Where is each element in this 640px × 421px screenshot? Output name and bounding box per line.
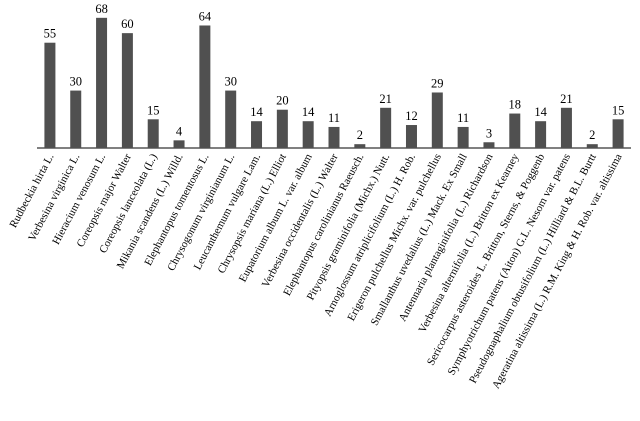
bar [405, 125, 417, 148]
value-label: 60 [121, 17, 134, 31]
value-label: 21 [379, 92, 392, 106]
bar [173, 140, 185, 148]
bar [302, 121, 314, 148]
value-label: 12 [405, 109, 418, 123]
value-label: 30 [224, 75, 237, 89]
bar [354, 144, 366, 148]
value-label: 18 [509, 98, 522, 112]
value-label: 14 [302, 105, 315, 119]
bar [328, 126, 340, 148]
bar [225, 90, 237, 148]
bar [276, 109, 288, 148]
value-label: 11 [457, 111, 469, 125]
bar [586, 144, 598, 148]
bar [251, 121, 263, 148]
value-label: 14 [250, 105, 263, 119]
bar [612, 119, 624, 148]
value-label: 3 [486, 126, 492, 140]
value-label: 15 [147, 103, 160, 117]
value-label: 2 [357, 128, 363, 142]
value-label: 21 [560, 92, 573, 106]
value-label: 11 [328, 111, 340, 125]
bar [483, 142, 495, 148]
value-label: 14 [534, 105, 547, 119]
value-label: 68 [95, 2, 108, 16]
bar [199, 25, 211, 148]
bar [431, 92, 443, 148]
bar [121, 33, 133, 149]
value-label: 30 [69, 75, 82, 89]
bar [457, 126, 469, 148]
bar [70, 90, 82, 148]
bar [535, 121, 547, 148]
value-label: 29 [431, 76, 444, 90]
value-label: 64 [199, 9, 212, 23]
bar [380, 107, 392, 148]
value-label: 2 [589, 128, 595, 142]
bar [96, 17, 108, 149]
value-label: 4 [176, 124, 183, 138]
bar [147, 119, 159, 148]
bar [560, 107, 572, 148]
value-label: 15 [612, 103, 625, 117]
value-label: 55 [44, 27, 57, 41]
value-label: 20 [276, 94, 289, 108]
bar [509, 113, 521, 148]
bar [44, 42, 56, 148]
